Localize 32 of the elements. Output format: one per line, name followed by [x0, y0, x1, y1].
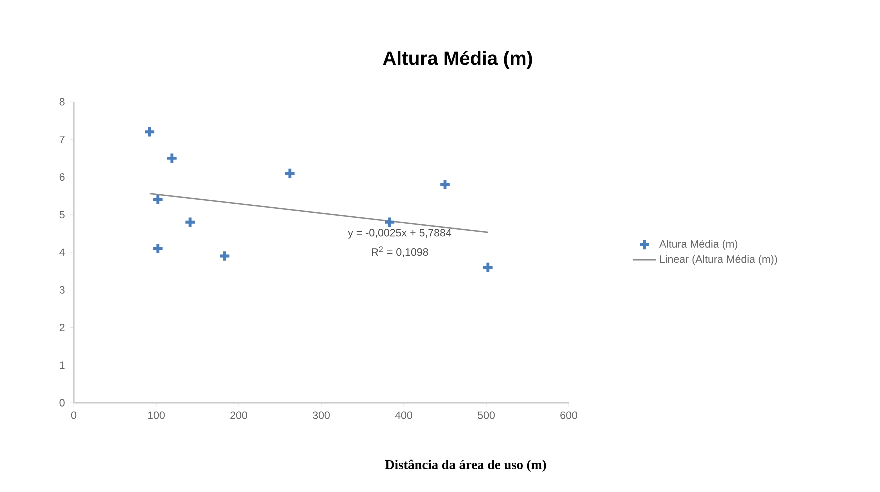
point	[384, 216, 396, 229]
point	[482, 261, 494, 274]
x-axis-title: Distância da área de uso (m)	[385, 460, 546, 472]
point	[439, 178, 452, 191]
x-tick-label: 0	[71, 412, 77, 420]
y-tick-label: 8	[60, 98, 65, 106]
x-tick-label: 500	[478, 412, 495, 420]
point	[284, 167, 296, 180]
y-tick-label: 0	[60, 399, 65, 407]
x-tick-label: 200	[230, 412, 248, 420]
y-tick-label: 4	[60, 248, 65, 256]
legend-label: Altura Média (m)	[659, 240, 738, 250]
y-tick-label: 6	[60, 173, 65, 182]
y-tick-label: 5	[60, 211, 65, 219]
x-tick-label: 100	[148, 412, 165, 420]
annotation: y = -0,0025x + 5,7884	[348, 229, 452, 239]
legend-label: Linear (Altura Média (m))	[660, 255, 778, 266]
y-tick-label: 7	[60, 136, 65, 144]
y-tick-label: 3	[60, 286, 65, 294]
chart-title: Altura Média (m)	[383, 50, 532, 70]
y-tick-label: 1	[60, 362, 65, 370]
point	[184, 216, 196, 229]
x-tick-label: 400	[395, 412, 412, 420]
point	[166, 152, 178, 165]
point	[144, 126, 156, 138]
y-tick-label: 2	[60, 324, 65, 332]
point	[152, 194, 164, 206]
point	[152, 242, 164, 255]
x-tick-label: 600	[560, 412, 578, 420]
point	[218, 250, 232, 262]
annotation: R$^{2}$ = 0,1098	[372, 246, 428, 258]
x-tick-label: 300	[313, 412, 330, 420]
